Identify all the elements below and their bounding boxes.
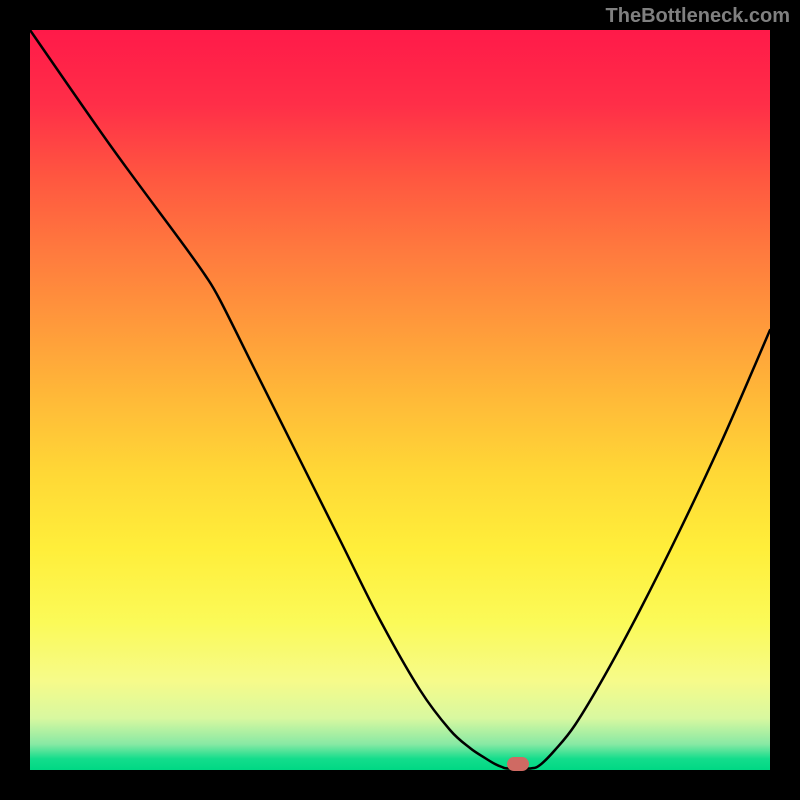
watermark-text: TheBottleneck.com: [606, 5, 790, 28]
chart-container: TheBottleneck.com: [0, 0, 800, 800]
optimal-point-marker: [507, 757, 529, 771]
plot-area: [30, 30, 770, 770]
bottleneck-curve: [30, 30, 770, 770]
